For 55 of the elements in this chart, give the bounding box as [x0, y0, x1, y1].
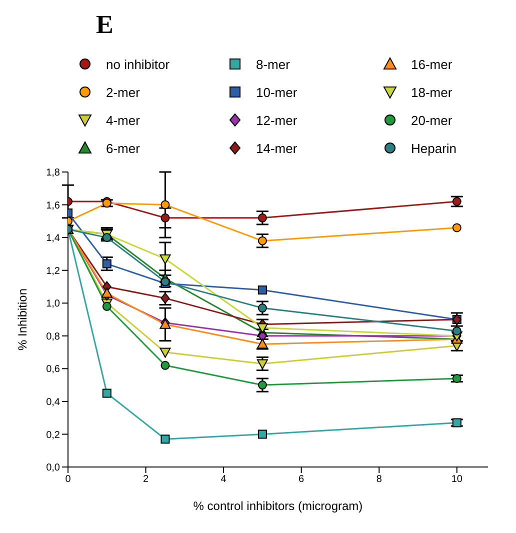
y-tick-label: 1,4	[46, 233, 60, 244]
point	[160, 213, 170, 222]
point	[452, 374, 462, 383]
y-tick-label: 0,2	[46, 430, 60, 441]
point	[101, 288, 112, 298]
point	[258, 304, 267, 313]
x-tick-label: 10	[451, 474, 463, 486]
point	[452, 326, 462, 336]
point	[452, 223, 462, 232]
legend-label: 12-mer	[256, 112, 298, 128]
legend-label: 2-mer	[106, 84, 140, 100]
legend-label: 4-mer	[106, 112, 140, 128]
y-tick-label: 0,4	[46, 396, 60, 408]
legend-label: 10-mer	[256, 84, 298, 100]
point	[258, 380, 267, 390]
point	[102, 233, 112, 242]
point	[258, 430, 267, 439]
y-tick-label: 1,2	[46, 266, 60, 277]
legend-label: 16-mer	[411, 56, 452, 72]
point	[160, 360, 170, 370]
legend-label: 8-mer	[256, 56, 290, 72]
point	[160, 348, 171, 358]
point	[452, 197, 462, 206]
x-tick-label: 0	[65, 474, 72, 486]
x-tick-label: 6	[298, 474, 305, 486]
point	[258, 213, 267, 222]
y-tick-label: 1,0	[46, 298, 60, 310]
y-tick-label: 0,6	[46, 364, 60, 376]
point	[258, 286, 267, 294]
point	[256, 359, 268, 370]
point	[102, 388, 112, 398]
point	[160, 254, 171, 264]
chart-title: E	[96, 9, 114, 41]
point	[160, 434, 170, 444]
legend-label: 6-mer	[106, 140, 140, 156]
legend-label: 18-mer	[411, 84, 452, 100]
y-tick-label: 1,8	[46, 168, 60, 179]
y-tick-label: 0,0	[46, 462, 60, 474]
point	[160, 200, 170, 210]
y-tick-label: 1,6	[46, 200, 60, 212]
point	[102, 259, 112, 268]
legend-label: 20-mer	[411, 112, 452, 128]
point	[452, 418, 462, 428]
point	[256, 323, 268, 334]
x-tick-label: 4	[220, 474, 227, 486]
x-tick-label: 8	[376, 474, 382, 486]
legend-label: no inhibitor	[106, 56, 170, 72]
y-tick-label: 0,8	[46, 331, 60, 342]
x-tick-label: 2	[142, 474, 149, 486]
legend-label: 14-mer	[256, 140, 298, 156]
point	[102, 302, 112, 311]
legend-label: Heparin	[411, 140, 457, 156]
y-axis-title: % Inhibition	[15, 288, 30, 351]
point	[258, 236, 267, 246]
x-axis-title: % control inhibitors (microgram)	[193, 499, 363, 513]
